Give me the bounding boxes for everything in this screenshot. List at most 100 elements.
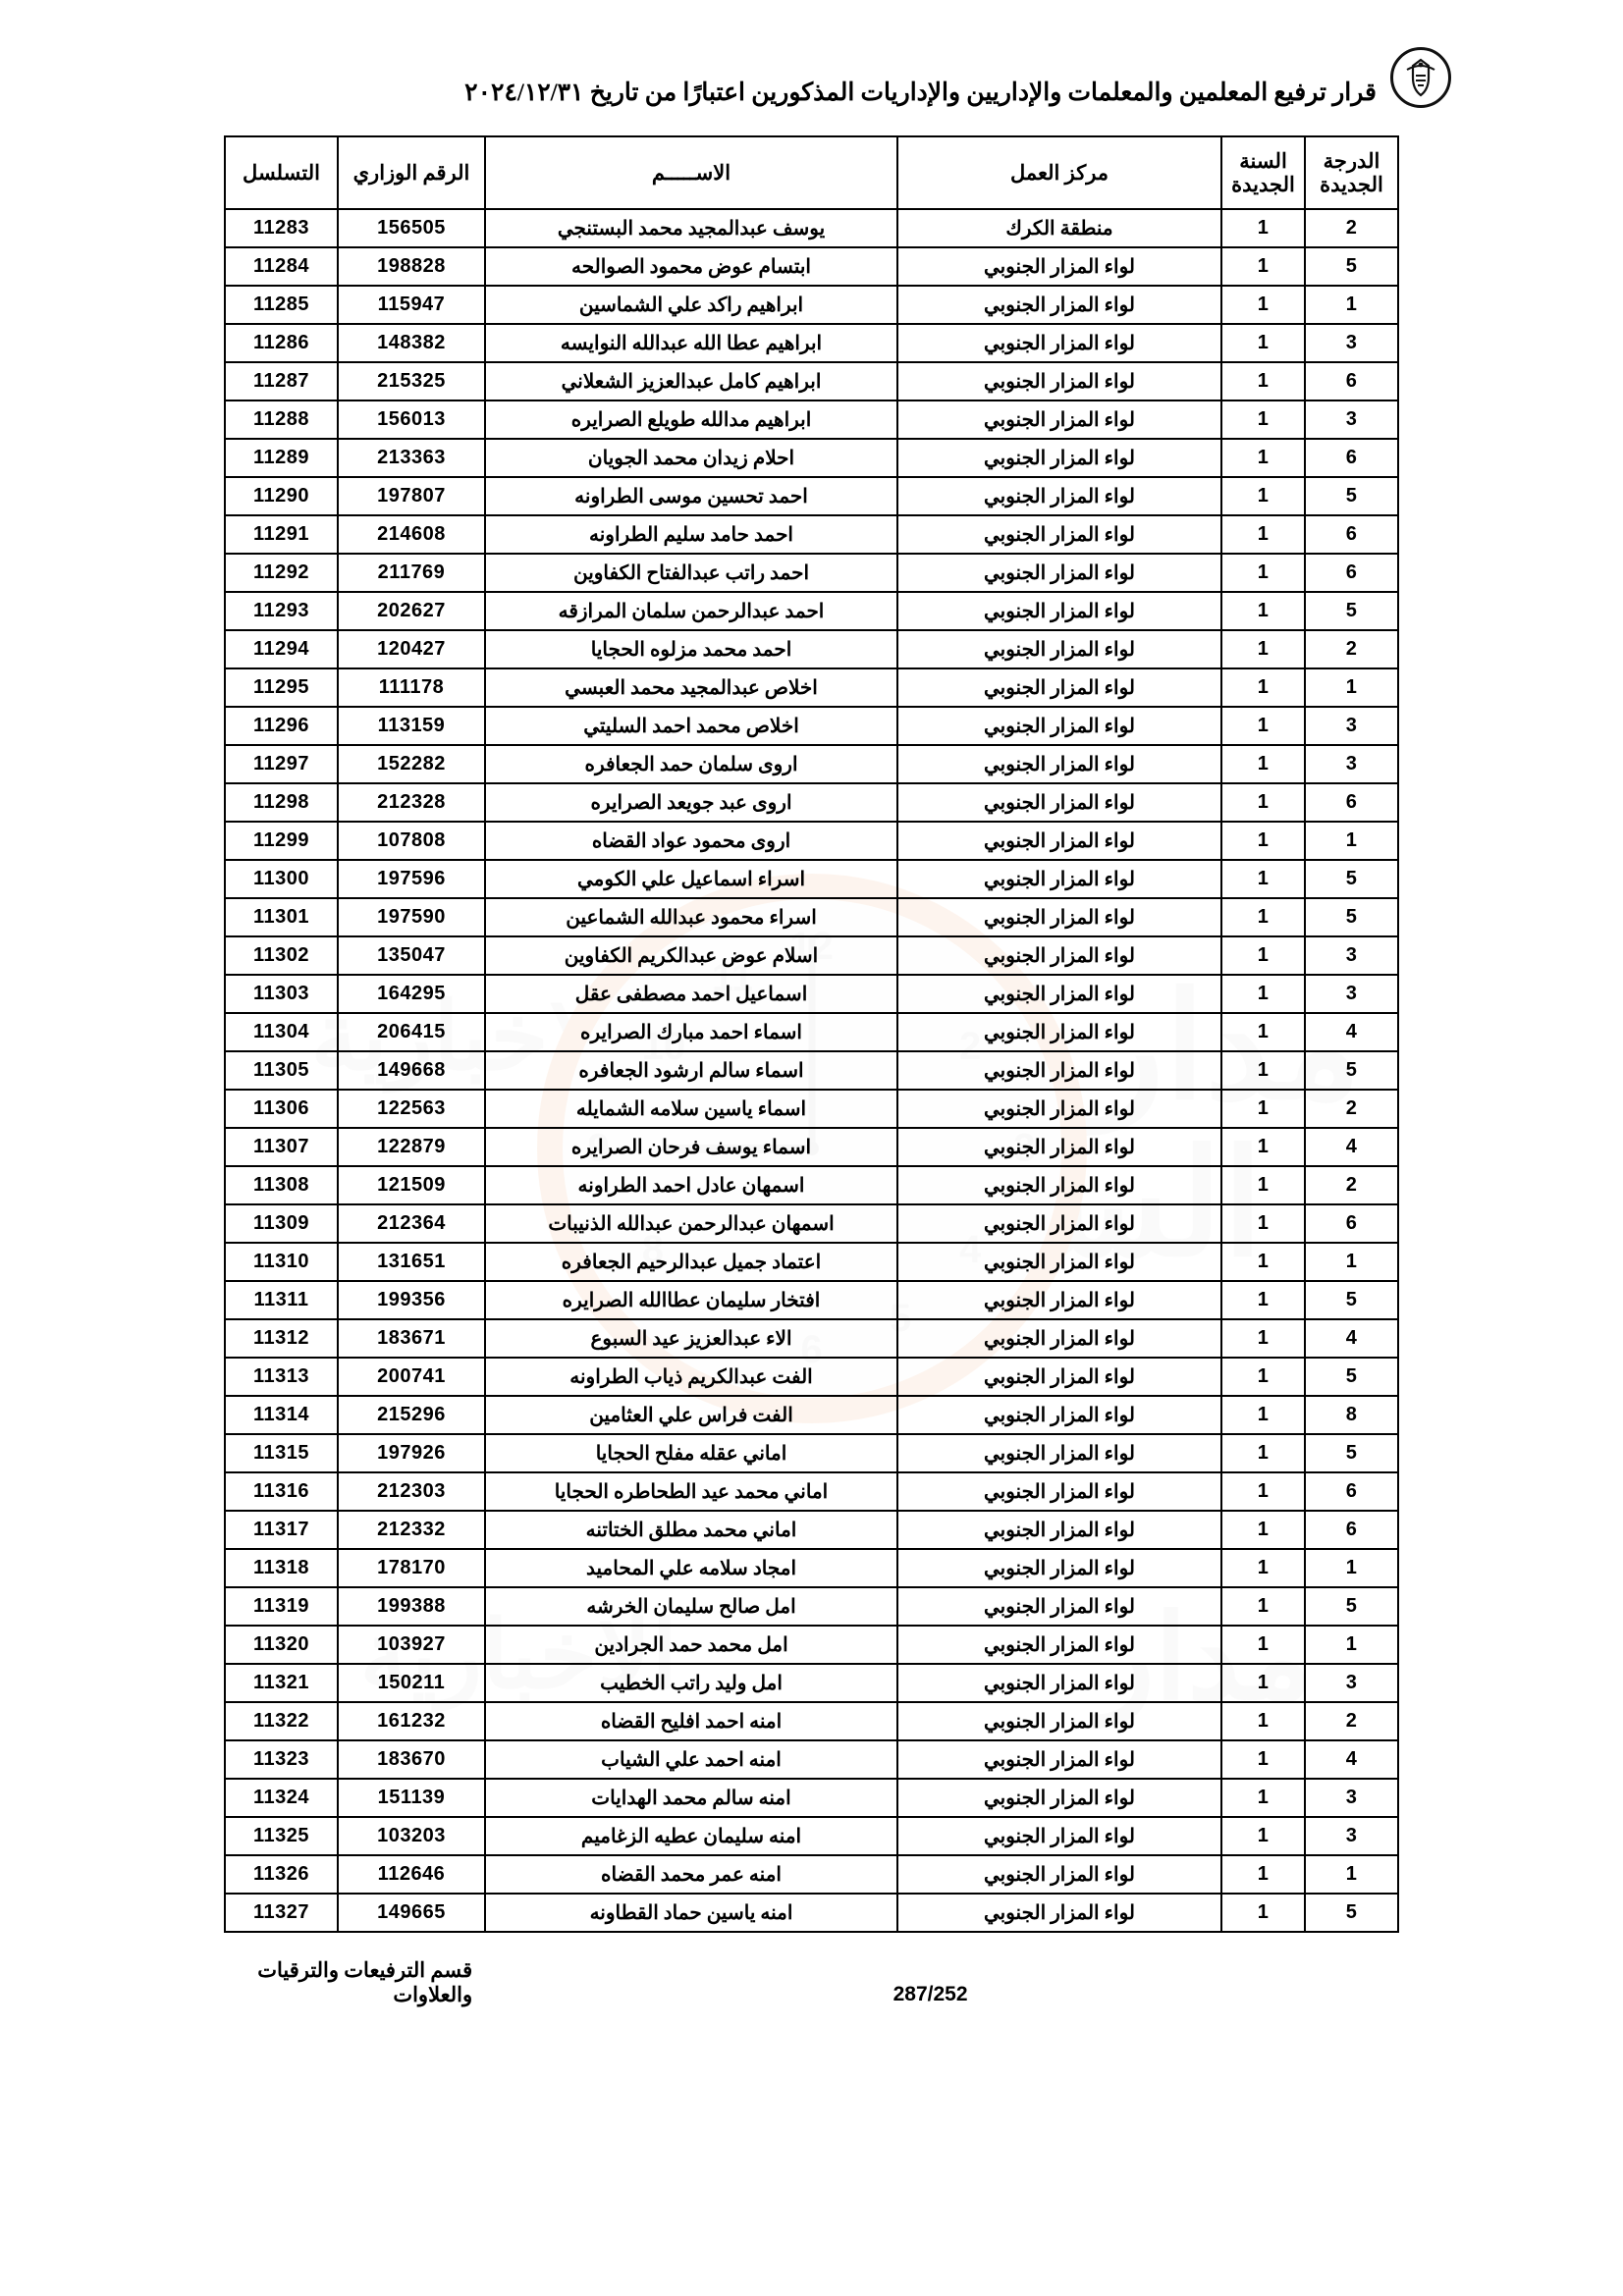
table-row: 8 1 لواء المزار الجنوبي الفت فراس علي العثا… (224, 1395, 1399, 1435)
cell-work-center: لواء المزار الجنوبي (896, 935, 1222, 976)
table-row: 5 1 لواء المزار الجنوبي ابتسام عوض محمود ال… (224, 246, 1399, 287)
cell-ministry-number: 199388 (337, 1586, 486, 1627)
cell-ministry-number: 152282 (337, 744, 486, 784)
cell-work-center: لواء المزار الجنوبي (896, 1586, 1222, 1627)
cell-ministry-number: 213363 (337, 438, 486, 478)
cell-ministry-number: 107808 (337, 821, 486, 861)
cell-work-center: لواء المزار الجنوبي (896, 1357, 1222, 1397)
cell-new-year: 1 (1220, 323, 1306, 363)
cell-name: احمد محمد مزلوه الحجايا (484, 629, 898, 669)
cell-ministry-number: 156505 (337, 208, 486, 248)
cell-new-grade: 3 (1304, 935, 1399, 976)
table-row: 6 1 لواء المزار الجنوبي اماني محمد عيد الطح… (224, 1471, 1399, 1512)
cell-ministry-number: 197596 (337, 859, 486, 899)
cell-ministry-number: 120427 (337, 629, 486, 669)
cell-sequence: 11300 (224, 859, 339, 899)
cell-sequence: 11293 (224, 591, 339, 631)
table-row: 3 1 لواء المزار الجنوبي امنه سليمان عطيه ال… (224, 1816, 1399, 1856)
cell-new-grade: 5 (1304, 1357, 1399, 1397)
cell-name: احلام زيدان محمد الجويان (484, 438, 898, 478)
cell-sequence: 11326 (224, 1854, 339, 1895)
cell-name: اخلاص عبدالمجيد محمد العبسي (484, 667, 898, 708)
cell-sequence: 11290 (224, 476, 339, 516)
cell-name: اماني محمد عيد الطحاطره الحجايا (484, 1471, 898, 1512)
table-row: 6 1 لواء المزار الجنوبي ابراهيم كامل عبدالع… (224, 361, 1399, 401)
cell-sequence: 11289 (224, 438, 339, 478)
page-number: 287/252 (893, 1983, 968, 2005)
table-body: 2 1 منطقة الكرك يوسف عبدالمجيد محمد البستنج… (224, 208, 1399, 1933)
cell-sequence: 11324 (224, 1778, 339, 1818)
cell-sequence: 11301 (224, 897, 339, 937)
cell-sequence: 11325 (224, 1816, 339, 1856)
table-row: 5 1 لواء المزار الجنوبي اماني عقله مفلح الح… (224, 1433, 1399, 1473)
cell-sequence: 11310 (224, 1242, 339, 1282)
cell-new-grade: 2 (1304, 1701, 1399, 1741)
cell-work-center: لواء المزار الجنوبي (896, 1242, 1222, 1282)
cell-sequence: 11286 (224, 323, 339, 363)
document-header: قرار ترفيع المعلمين والمعلمات والإداريين… (0, 0, 1623, 108)
cell-work-center: لواء المزار الجنوبي (896, 1050, 1222, 1091)
table-row: 3 1 لواء المزار الجنوبي ابراهيم عطا الله عب… (224, 323, 1399, 363)
cell-new-year: 1 (1220, 591, 1306, 631)
cell-name: اسماء يوسف فرحان الصرايره (484, 1127, 898, 1167)
cell-name: الاء عبدالعزيز عيد السبوع (484, 1318, 898, 1359)
cell-ministry-number: 161232 (337, 1701, 486, 1741)
cell-new-grade: 5 (1304, 1433, 1399, 1473)
cell-name: احمد تحسين موسى الطراونه (484, 476, 898, 516)
cell-ministry-number: 202627 (337, 591, 486, 631)
cell-ministry-number: 215325 (337, 361, 486, 401)
table-row: 5 1 لواء المزار الجنوبي الفت عبدالكريم ذياب… (224, 1357, 1399, 1397)
table-row: 6 1 لواء المزار الجنوبي احمد حامد سليم الطر… (224, 514, 1399, 555)
cell-ministry-number: 149665 (337, 1893, 486, 1933)
cell-name: اروى عبد جويعد الصرايره (484, 782, 898, 823)
cell-name: اسلام عوض عبدالكريم الكفاوين (484, 935, 898, 976)
cell-new-grade: 1 (1304, 285, 1399, 325)
cell-new-year: 1 (1220, 1739, 1306, 1780)
cell-new-grade: 3 (1304, 1663, 1399, 1703)
cell-name: يوسف عبدالمجيد محمد البستنجي (484, 208, 898, 248)
cell-sequence: 11313 (224, 1357, 339, 1397)
cell-new-grade: 4 (1304, 1012, 1399, 1052)
cell-name: ابراهيم عطا الله عبدالله النوايسه (484, 323, 898, 363)
cell-ministry-number: 122563 (337, 1089, 486, 1129)
cell-ministry-number: 197807 (337, 476, 486, 516)
cell-new-grade: 6 (1304, 782, 1399, 823)
cell-work-center: لواء المزار الجنوبي (896, 629, 1222, 669)
cell-new-year: 1 (1220, 438, 1306, 478)
cell-ministry-number: 149668 (337, 1050, 486, 1091)
table-row: 1 1 لواء المزار الجنوبي امجاد سلامه علي الم… (224, 1548, 1399, 1588)
cell-name: امل صالح سليمان الخرشه (484, 1586, 898, 1627)
table-row: 3 1 لواء المزار الجنوبي اسماعيل احمد مصطفى … (224, 974, 1399, 1014)
cell-ministry-number: 214608 (337, 514, 486, 555)
cell-new-grade: 5 (1304, 1586, 1399, 1627)
cell-work-center: لواء المزار الجنوبي (896, 285, 1222, 325)
cell-sequence: 11303 (224, 974, 339, 1014)
cell-new-grade: 4 (1304, 1318, 1399, 1359)
cell-name: اسماء سالم ارشود الجعافره (484, 1050, 898, 1091)
cell-ministry-number: 112646 (337, 1854, 486, 1895)
cell-ministry-number: 211769 (337, 553, 486, 593)
cell-name: اسمهان عبدالرحمن عبدالله الذنيبات (484, 1203, 898, 1244)
cell-work-center: لواء المزار الجنوبي (896, 553, 1222, 593)
cell-sequence: 11288 (224, 400, 339, 440)
cell-new-grade: 3 (1304, 323, 1399, 363)
cell-work-center: لواء المزار الجنوبي (896, 1854, 1222, 1895)
cell-new-year: 1 (1220, 1854, 1306, 1895)
cell-new-year: 1 (1220, 400, 1306, 440)
cell-sequence: 11321 (224, 1663, 339, 1703)
cell-name: الفت عبدالكريم ذياب الطراونه (484, 1357, 898, 1397)
document-page: قرار ترفيع المعلمين والمعلمات والإداريين… (0, 0, 1623, 2006)
cell-new-year: 1 (1220, 897, 1306, 937)
cell-name: اسماء احمد مبارك الصرايره (484, 1012, 898, 1052)
cell-work-center: لواء المزار الجنوبي (896, 1510, 1222, 1550)
cell-ministry-number: 156013 (337, 400, 486, 440)
cell-name: اماني محمد مطلق الختاتنه (484, 1510, 898, 1550)
cell-name: اسراء محمود عبدالله الشماعين (484, 897, 898, 937)
table-row: 6 1 لواء المزار الجنوبي اسمهان عبدالرحمن عب… (224, 1203, 1399, 1244)
cell-new-year: 1 (1220, 1357, 1306, 1397)
cell-work-center: لواء المزار الجنوبي (896, 1471, 1222, 1512)
cell-name: امنه احمد علي الشياب (484, 1739, 898, 1780)
cell-work-center: لواء المزار الجنوبي (896, 1701, 1222, 1741)
cell-name: اسماء ياسين سلامه الشمايله (484, 1089, 898, 1129)
table-row: 5 1 لواء المزار الجنوبي امل صالح سليمان الخ… (224, 1586, 1399, 1627)
